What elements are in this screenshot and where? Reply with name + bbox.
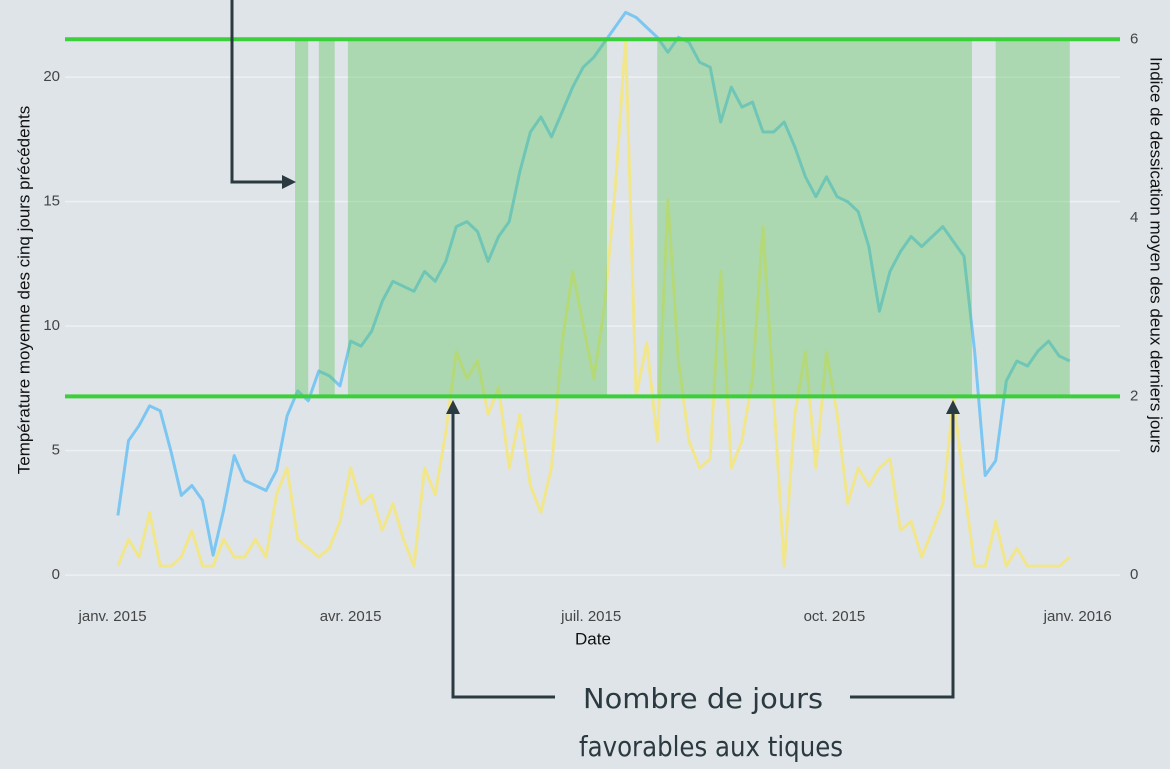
x-tick-label: janv. 2015 xyxy=(78,608,147,625)
shaded-range xyxy=(318,39,335,397)
y-tick-label: 10 xyxy=(43,317,60,334)
x-axis-title: Date xyxy=(575,629,611,648)
x-tick-label: janv. 2016 xyxy=(1043,608,1112,625)
y2-axis-title: Indice de dessication moyen des deux der… xyxy=(1147,57,1166,453)
shaded-range xyxy=(657,39,972,397)
arrow-head xyxy=(282,175,296,189)
arrow-line xyxy=(850,412,955,699)
line-series xyxy=(116,10,1071,557)
y-tick-label: 0 xyxy=(52,566,60,583)
arrow-head xyxy=(946,400,960,414)
annotation: favorables aux tiques xyxy=(579,730,843,763)
annotation: Nombre de jours xyxy=(583,682,823,715)
x-tick-label: juil. 2015 xyxy=(560,608,621,625)
arrow-line xyxy=(451,412,555,699)
y2-tick-label: 0 xyxy=(1130,566,1138,583)
arrow-heads xyxy=(282,175,960,414)
x-tick-label: avr. 2015 xyxy=(320,608,382,625)
y-tick-label: 15 xyxy=(43,193,60,210)
y2-tick-label: 2 xyxy=(1130,387,1138,404)
shaded-range xyxy=(347,39,608,397)
x-tick-label: oct. 2015 xyxy=(804,608,866,625)
y-tick-label: 20 xyxy=(43,68,60,85)
y-axis-title: Température moyenne des cinq jours précé… xyxy=(14,106,33,475)
arrow-head xyxy=(446,400,460,414)
shaded-range xyxy=(995,39,1070,397)
y2-tick-label: 6 xyxy=(1130,30,1138,47)
arrow-line xyxy=(230,0,285,184)
shaded-range xyxy=(295,39,309,397)
plot-area: 0 5 10 15 20 0 2 4 6 janv. 2015 avr. 2015 juil. 201… xyxy=(43,10,1138,625)
line-series xyxy=(116,37,1071,568)
y-tick-label: 5 xyxy=(52,442,60,459)
y2-tick-label: 4 xyxy=(1130,209,1138,226)
arrows xyxy=(230,0,955,699)
